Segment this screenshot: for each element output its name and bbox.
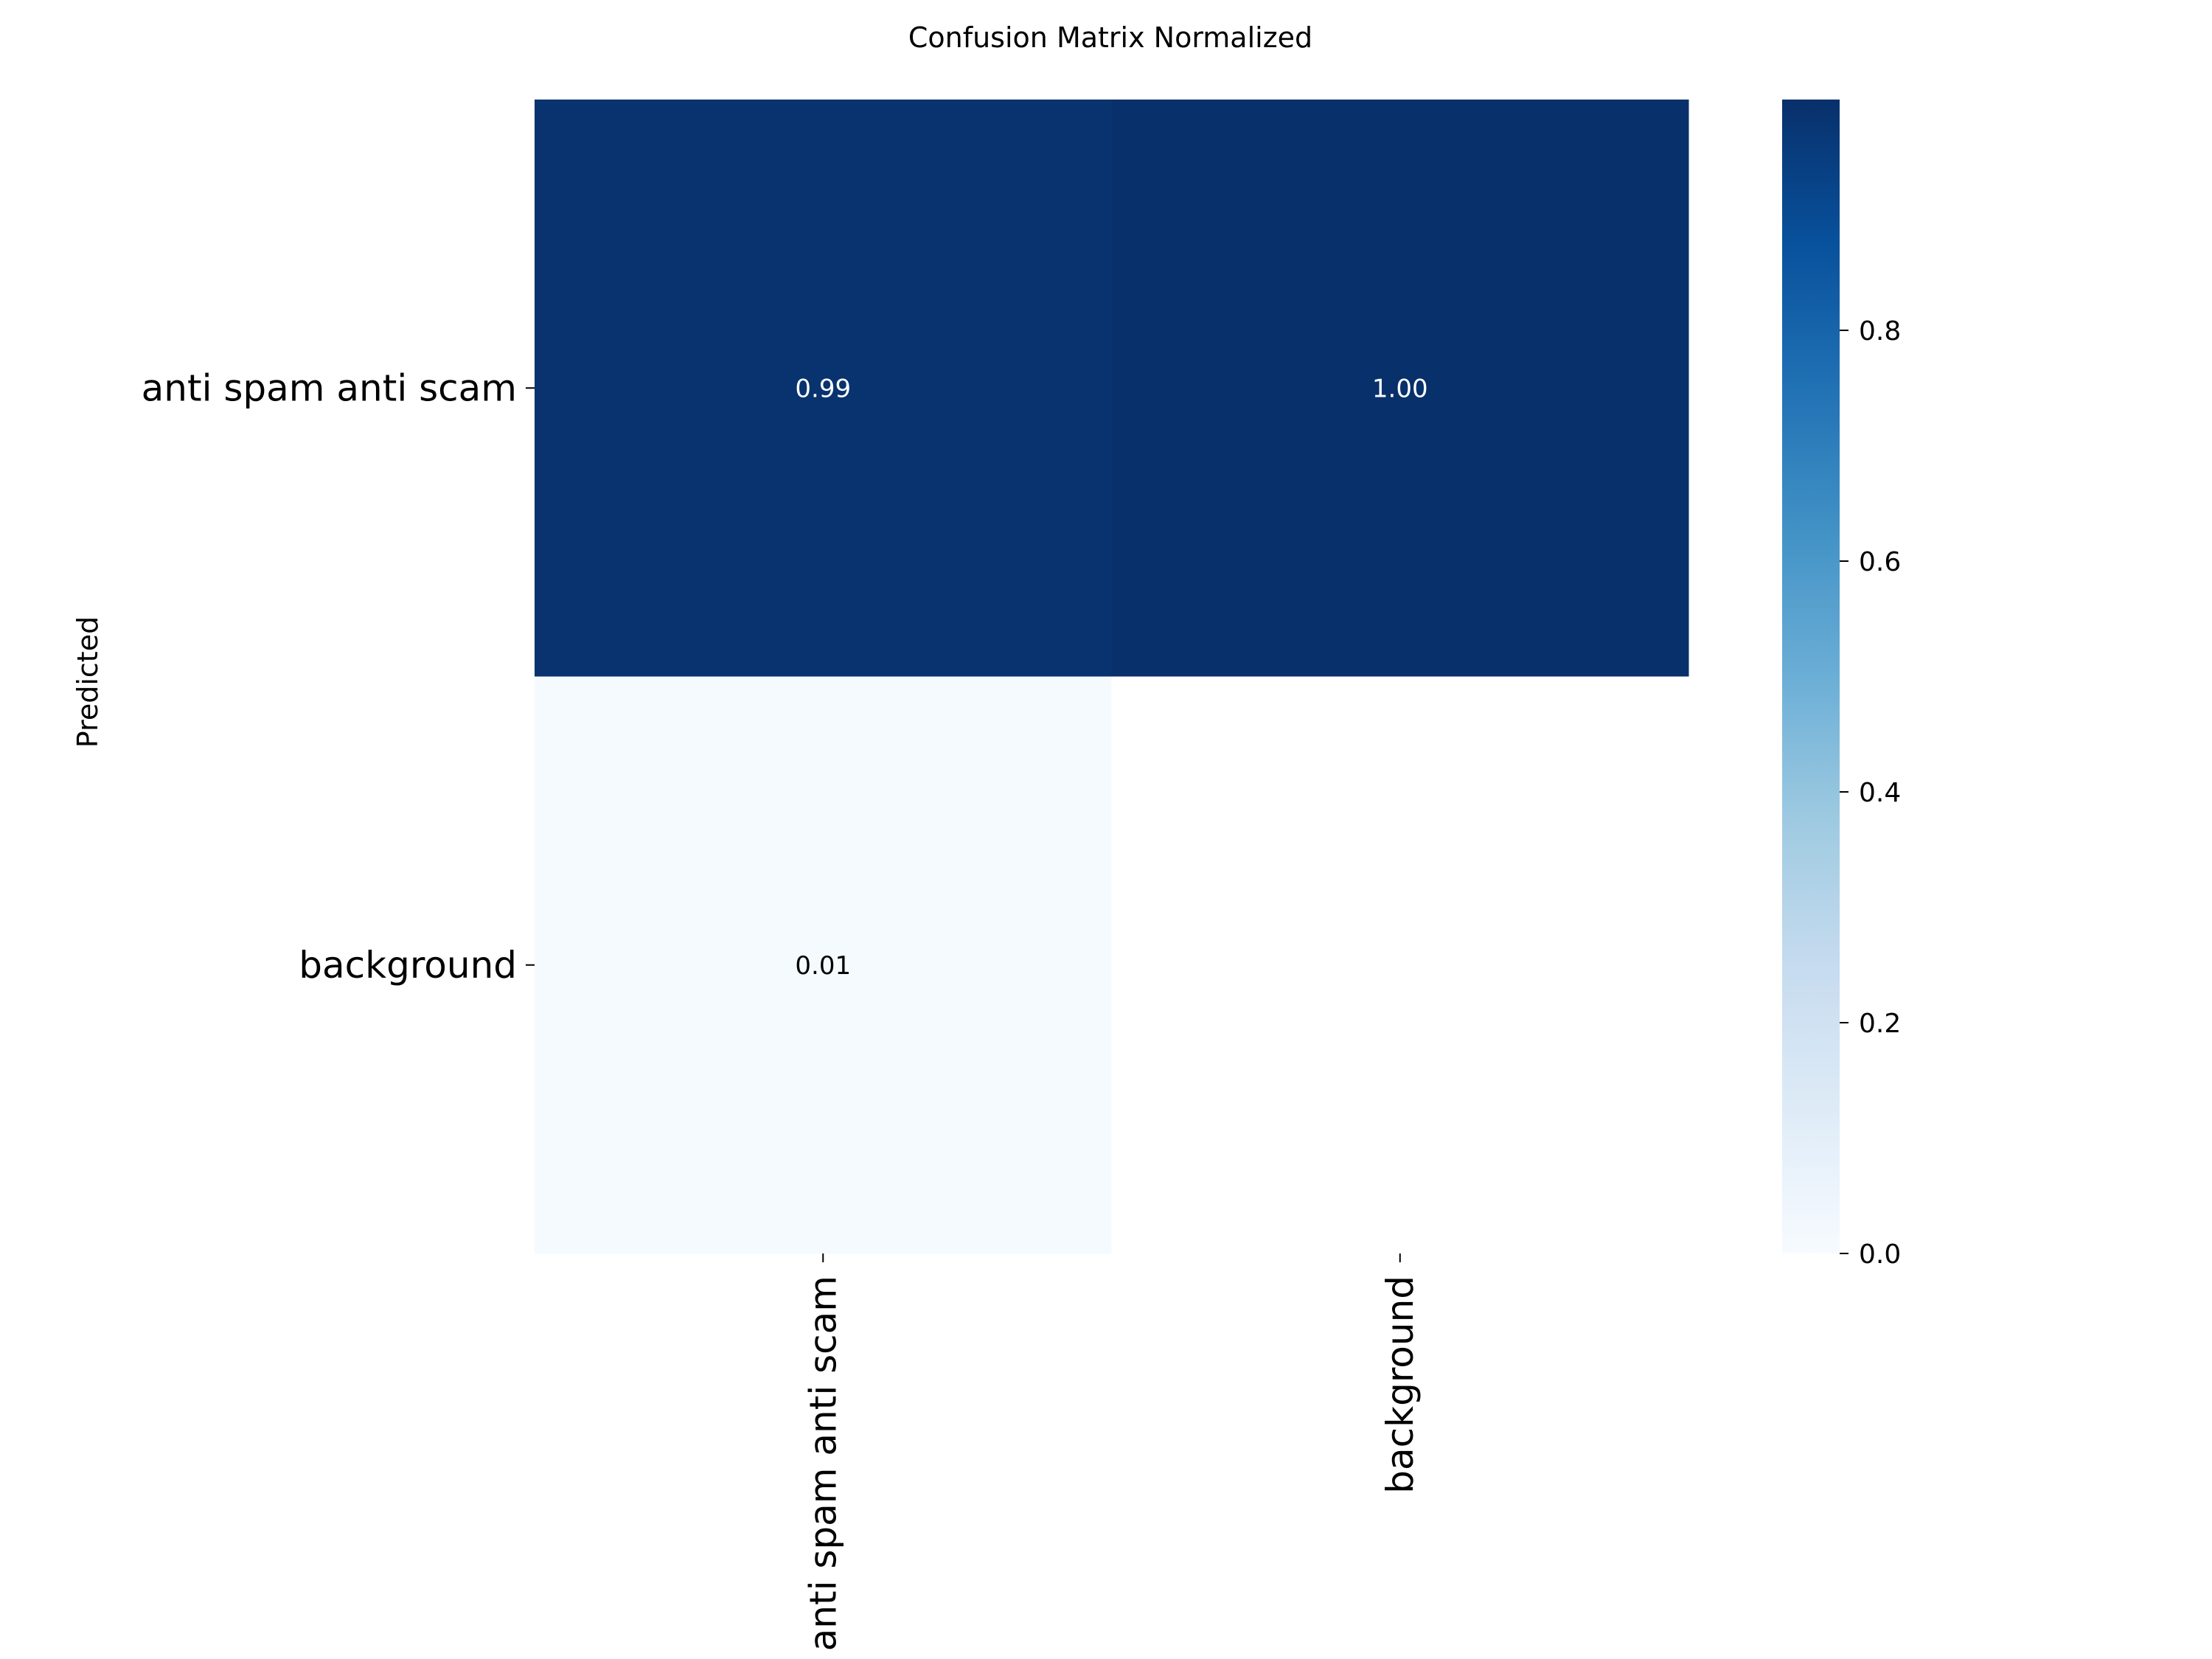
chart-title: Confusion Matrix Normalized [908,21,1312,54]
y-axis-ticks: anti spam anti scam background [142,366,535,987]
y-tick-label: background [299,944,517,987]
colorbar-tick-label: 0.4 [1859,778,1901,808]
cell-value-label: 0.01 [795,951,851,981]
x-tick-label: background [1379,1276,1422,1494]
x-tick-label: anti spam anti scam [801,1276,844,1651]
colorbar-tick-label: 0.2 [1859,1009,1901,1039]
heatmap-cell [1111,676,1689,1254]
heatmap-cell [1111,100,1689,677]
heatmap-cells [535,100,1689,1254]
cell-value-label: 0.99 [795,374,851,403]
y-tick-label: anti spam anti scam [142,366,517,409]
colorbar-tick-label: 0.8 [1859,316,1901,347]
heatmap-cell-labels: 0.99 1.00 0.01 [795,374,1427,981]
heatmap-cell [535,100,1112,677]
heatmap-cell [535,676,1112,1254]
colorbar-ticks: 0.0 0.2 0.4 0.6 0.8 [1840,316,1901,1270]
x-axis-ticks: anti spam anti scam background [801,1253,1422,1651]
colorbar-tick-label: 0.0 [1859,1239,1901,1270]
colorbar-tick-label: 0.6 [1859,547,1901,577]
cell-value-label: 1.00 [1372,374,1428,403]
y-axis-label: Predicted [72,616,104,748]
colorbar [1782,100,1840,1253]
